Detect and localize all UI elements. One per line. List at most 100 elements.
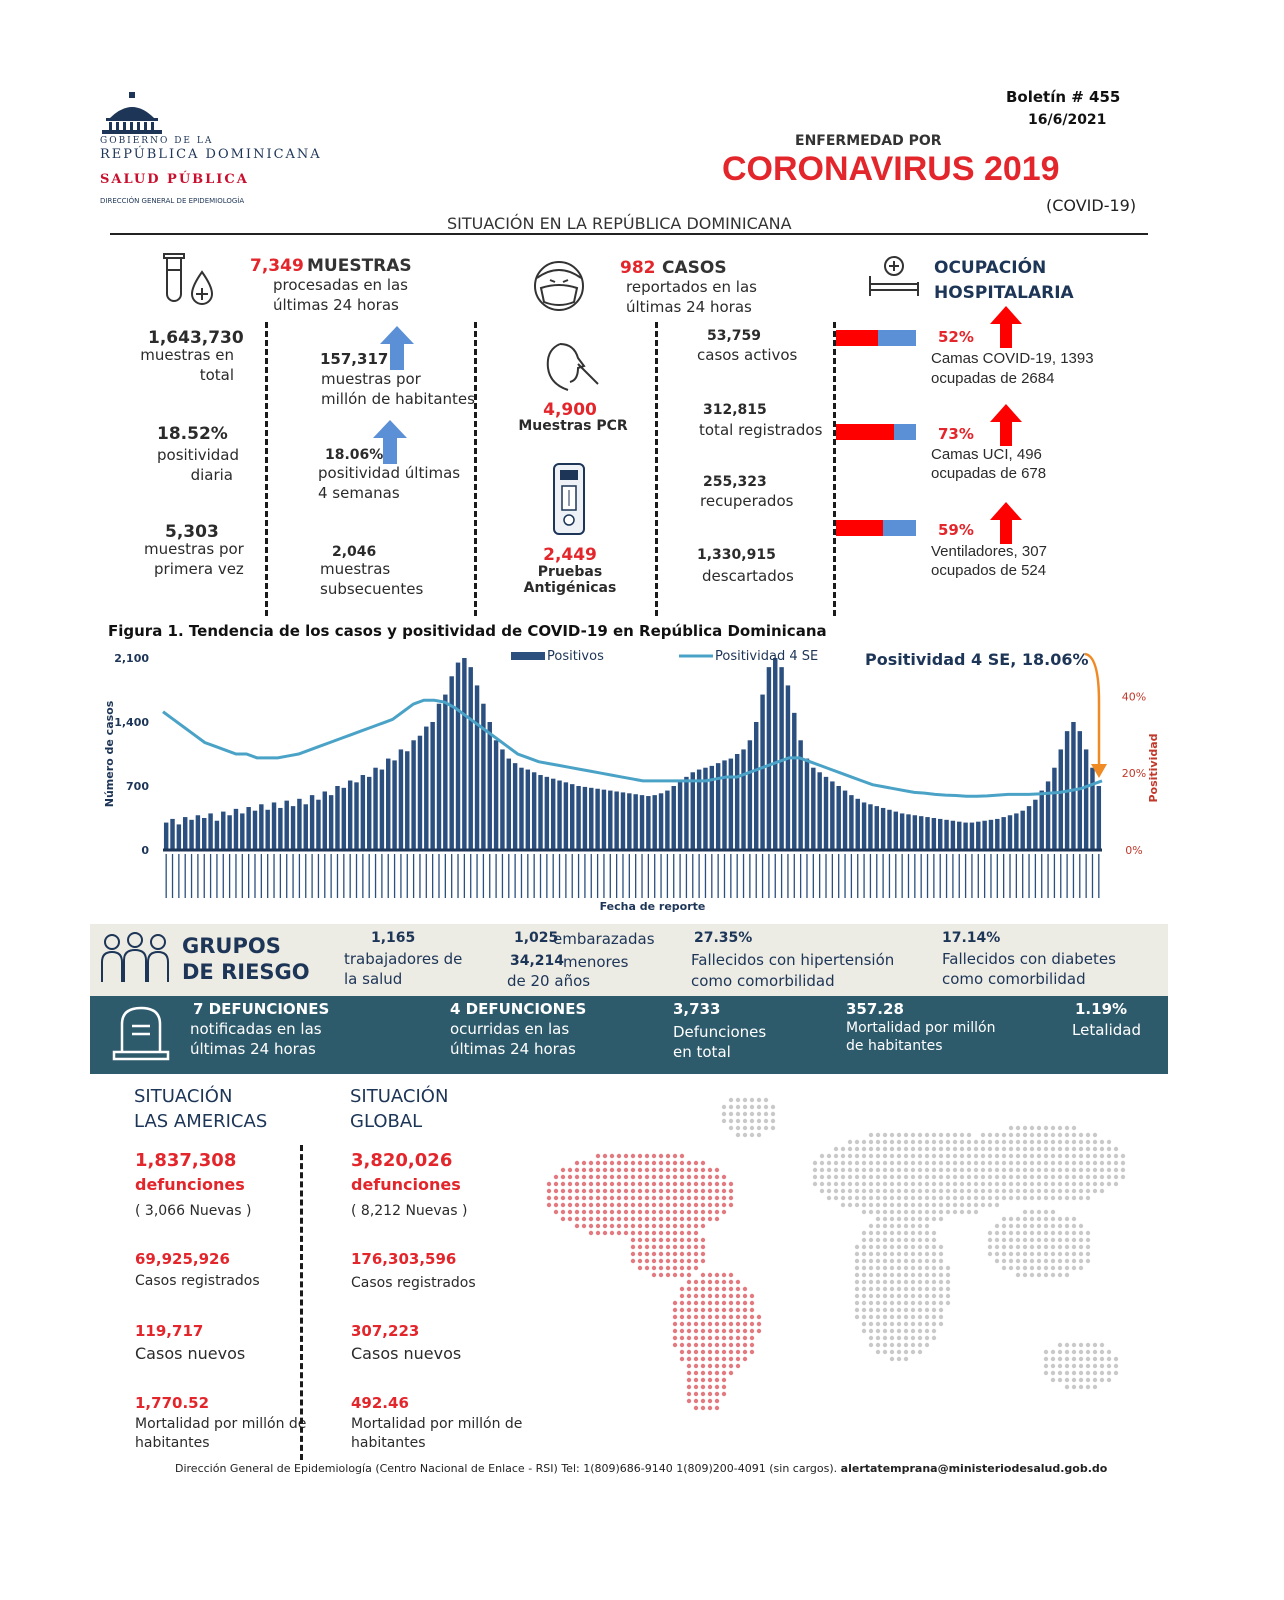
masked-face-icon <box>534 261 584 311</box>
y2-tick-label: 0% <box>1125 844 1142 857</box>
bar-positivos <box>417 735 423 850</box>
main-title: CORONAVIRUS 2019 <box>722 150 1060 188</box>
bar-positivos <box>500 749 505 850</box>
recuperados-label: recuperados <box>700 492 794 510</box>
bar-positivos <box>1026 806 1032 850</box>
world-dot-map <box>546 1097 1126 1411</box>
bar-positivos <box>316 799 321 850</box>
bar-positivos <box>963 822 968 850</box>
occupancy-l1: Camas COVID-19, 1393 <box>931 350 1094 367</box>
header-divider <box>110 233 1148 235</box>
bar-positivos <box>836 786 841 850</box>
arrow-up-icon <box>373 420 407 464</box>
subsecuentes-l1: muestras <box>320 560 391 578</box>
defunciones-band <box>90 996 1168 1074</box>
bar-positivos <box>779 667 784 850</box>
bar-positivos <box>474 685 480 850</box>
arrow-up-icon <box>380 326 414 370</box>
legend-swatch-positivos <box>511 652 545 660</box>
embarazadas-value: 1,025 <box>514 930 559 946</box>
occupancy-l2: ocupadas de 2684 <box>931 370 1055 387</box>
diabetes-value: 17.14% <box>942 930 1001 946</box>
bar-positivos <box>392 760 397 850</box>
bar-positivos <box>760 694 765 850</box>
footer-text: Dirección General de Epidemiología (Cent… <box>175 1462 838 1475</box>
primera-vez-value: 5,303 <box>165 522 219 542</box>
muestras-total-value: 1,643,730 <box>148 328 244 348</box>
bar-positivos <box>747 740 753 850</box>
covid-label: (COVID-19) <box>1046 196 1137 215</box>
muestras-sub1: procesadas en las <box>273 276 408 294</box>
bar-positivos <box>1090 767 1095 850</box>
bar-positivos <box>1014 813 1019 850</box>
global-mort-l1: Mortalidad por millón de <box>351 1416 523 1432</box>
trabajadores-l2: la salud <box>344 970 403 988</box>
bar-positivos <box>627 793 632 850</box>
bar-positivos <box>893 811 899 850</box>
bar-positivos <box>918 816 924 850</box>
muestras-millon-l2: millón de habitantes <box>321 390 475 408</box>
casos-label: CASOS <box>662 258 727 278</box>
global-mort-value: 492.46 <box>351 1394 409 1412</box>
footer-email[interactable]: alertatemprana@ministeriodesalud.gob.do <box>840 1462 1108 1475</box>
antigen-label: Pruebas Antigénicas <box>523 564 617 596</box>
bar-positivos <box>322 791 328 850</box>
bar-positivos <box>982 820 987 850</box>
bar-positivos <box>684 776 689 850</box>
situacion-heading: SITUACIÓN EN LA REPÚBLICA DOMINICANA <box>447 214 792 233</box>
bar-positivos <box>817 772 822 850</box>
bar-positivos <box>398 749 404 850</box>
muestras-label: MUESTRAS <box>307 256 412 276</box>
y-tick-label: 700 <box>126 780 149 793</box>
bar-positivos <box>665 790 670 850</box>
bar-positivos <box>696 769 702 850</box>
bar-positivos <box>379 769 385 850</box>
muestras-millon-l1: muestras por <box>321 370 421 388</box>
casos-count: 982 <box>620 258 656 278</box>
y2-tick-label: 20% <box>1122 767 1146 780</box>
bar-positivos <box>950 820 956 850</box>
bar-positivos <box>1052 767 1057 850</box>
bar-positivos <box>195 815 201 850</box>
bar-positivos <box>728 758 734 850</box>
global-def-new: ( 8,212 Nuevas ) <box>351 1203 468 1219</box>
ocupacion-title2: HOSPITALARIA <box>934 283 1074 303</box>
bar-positivos <box>240 813 245 850</box>
bar-positivos <box>741 749 746 850</box>
riesgo-band <box>90 924 1168 996</box>
hipertension-value: 27.35% <box>694 930 753 946</box>
bar-positivos <box>798 740 803 850</box>
bar-positivos <box>995 818 1000 850</box>
bar-positivos <box>455 662 461 850</box>
y2-tick-label: 40% <box>1122 690 1146 703</box>
bar-positivos <box>652 795 657 850</box>
gov-line2: REPÚBLICA DOMINICANA <box>100 147 322 162</box>
y-tick-label: 1,400 <box>114 716 149 729</box>
bar-positivos <box>715 763 721 850</box>
bar-positivos <box>830 781 835 850</box>
bar-positivos <box>373 767 378 850</box>
bar-positivos <box>734 754 740 850</box>
defunciones-notificadas-l2: últimas 24 horas <box>190 1040 316 1058</box>
americas-casos-value: 69,925,926 <box>135 1250 230 1268</box>
bar-positivos <box>595 788 600 850</box>
americas-mort-l2: habitantes <box>135 1435 210 1451</box>
tombstone-icon <box>112 1006 170 1061</box>
bar-positivos <box>449 676 454 850</box>
americas-heading1: SITUACIÓN <box>134 1086 233 1107</box>
bar-positivos <box>823 776 829 850</box>
occupancy-l1: Camas UCI, 496 <box>931 446 1042 463</box>
occupancy-bar <box>836 424 916 440</box>
positividad-4sem-l2: 4 semanas <box>318 484 400 502</box>
map-dots <box>546 1097 1126 1411</box>
bar-positivos <box>265 809 270 850</box>
bar-positivos <box>214 820 220 850</box>
bar-positivos <box>703 767 708 850</box>
defunciones-ocurridas-l2: últimas 24 horas <box>450 1040 576 1058</box>
positividad-diaria-l2: diaria <box>190 466 233 484</box>
salud-publica: SALUD PÚBLICA <box>100 172 249 187</box>
figure-caption: Figura 1. Tendencia de los casos y posit… <box>108 622 827 640</box>
bar-positivos <box>290 806 296 850</box>
hipertension-l2: como comorbilidad <box>691 972 835 990</box>
americas-nuevos-value: 119,717 <box>135 1322 204 1340</box>
